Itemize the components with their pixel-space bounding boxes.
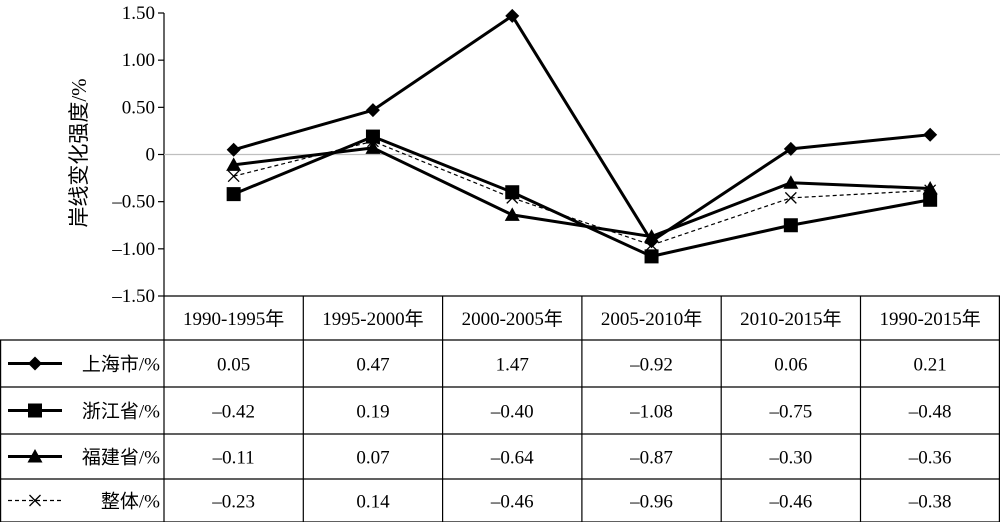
data-point [365, 103, 380, 118]
data-label: –0.11 [212, 448, 255, 469]
series-line [233, 140, 931, 246]
data-label: –0.38 [908, 492, 952, 513]
legend-marker [29, 494, 41, 507]
legend-entry: 浙江省/% [8, 401, 160, 423]
legend-marker [28, 356, 42, 371]
series [226, 140, 938, 243]
legend-entry: 福建省/% [8, 447, 160, 469]
data-point [644, 229, 660, 243]
data-point [783, 175, 799, 189]
series [227, 135, 937, 252]
legend-marker [28, 403, 42, 418]
data-point [644, 249, 659, 264]
data-point [505, 8, 520, 23]
y-tick-label: 0.50 [122, 97, 155, 118]
data-label: –0.92 [629, 355, 673, 376]
y-axis-label: 岸线变化强度/% [67, 78, 91, 227]
data-point [226, 157, 242, 171]
data-label: 0.06 [774, 355, 807, 376]
data-label: –0.23 [211, 492, 255, 513]
data-point [783, 218, 798, 233]
y-tick-label: 0 [146, 145, 156, 166]
data-label: –0.75 [768, 402, 812, 423]
data-label: –0.42 [211, 402, 255, 423]
y-tick-label: –1.00 [111, 239, 155, 260]
data-label: 0.07 [356, 448, 389, 469]
data-label: 0.14 [356, 492, 390, 513]
category-label: 2005-2010年 [601, 308, 702, 330]
legend-entry: 整体/% [8, 491, 160, 513]
y-axis: 1.50 1.00 0.50 0 –0.50 –1.00 –1.50 [111, 3, 165, 307]
legend-label: 整体/% [101, 491, 160, 513]
legend-label: 福建省/% [82, 447, 160, 469]
data-point [227, 170, 240, 183]
category-label: 1990-2015年 [879, 308, 980, 330]
y-tick-label: 1.50 [122, 3, 155, 24]
data-point [366, 135, 379, 148]
data-label: –0.46 [490, 492, 534, 513]
data-table: 1990-1995年 1995-2000年 2000-2005年 2005-2010年… [0, 295, 1000, 522]
data-point [923, 127, 938, 142]
category-label: 1990-1995年 [183, 308, 284, 330]
data-label: –0.64 [490, 448, 534, 469]
data-point [365, 140, 381, 154]
category-label: 1995-2000年 [322, 308, 423, 330]
data-label: –0.48 [908, 402, 952, 423]
data-point [783, 141, 798, 156]
series [226, 8, 938, 249]
data-point [923, 192, 938, 207]
data-point [924, 184, 937, 197]
data-label: –0.87 [629, 448, 673, 469]
data-point [226, 187, 241, 202]
data-point [504, 207, 520, 221]
data-label: –0.40 [490, 402, 534, 423]
legend-marker [27, 449, 43, 463]
series-lines [226, 8, 938, 264]
data-point [506, 191, 519, 204]
data-label: 1.47 [496, 355, 529, 376]
data-point [784, 191, 797, 204]
data-point [365, 129, 380, 144]
legend-label: 上海市/% [82, 354, 160, 376]
data-label: –0.46 [768, 492, 812, 513]
data-label: 0.05 [217, 355, 250, 376]
y-tick-label: 1.00 [122, 50, 155, 71]
data-label: 0.47 [356, 355, 389, 376]
data-label: 0.21 [914, 355, 947, 376]
series-line [233, 14, 931, 243]
data-point [645, 239, 658, 252]
data-label: –0.30 [768, 448, 812, 469]
data-point [505, 185, 520, 200]
y-tick-label: –1.50 [111, 286, 155, 307]
data-label: –1.08 [629, 402, 673, 423]
category-label: 2010-2015年 [740, 308, 841, 330]
y-tick-label: –0.50 [111, 192, 155, 213]
series-line [233, 146, 931, 239]
series [226, 129, 938, 264]
category-label: 2000-2005年 [462, 308, 563, 330]
legend-label: 浙江省/% [82, 401, 160, 423]
data-label: 0.19 [356, 402, 389, 423]
data-label: –0.96 [629, 492, 673, 513]
data-label: –0.36 [908, 448, 952, 469]
legend-entry: 上海市/% [8, 354, 160, 376]
data-point [226, 142, 241, 157]
